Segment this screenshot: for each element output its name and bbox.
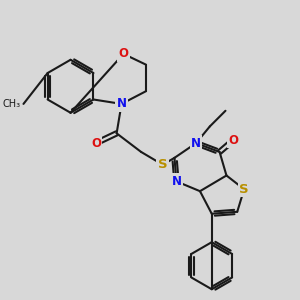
Text: N: N [116,98,127,110]
Text: O: O [118,47,128,60]
Text: N: N [191,136,201,150]
Text: O: O [228,134,238,147]
Text: N: N [171,175,182,188]
Text: S: S [239,183,249,196]
Text: S: S [158,158,167,171]
Text: CH₃: CH₃ [2,99,20,109]
Text: O: O [91,136,101,150]
